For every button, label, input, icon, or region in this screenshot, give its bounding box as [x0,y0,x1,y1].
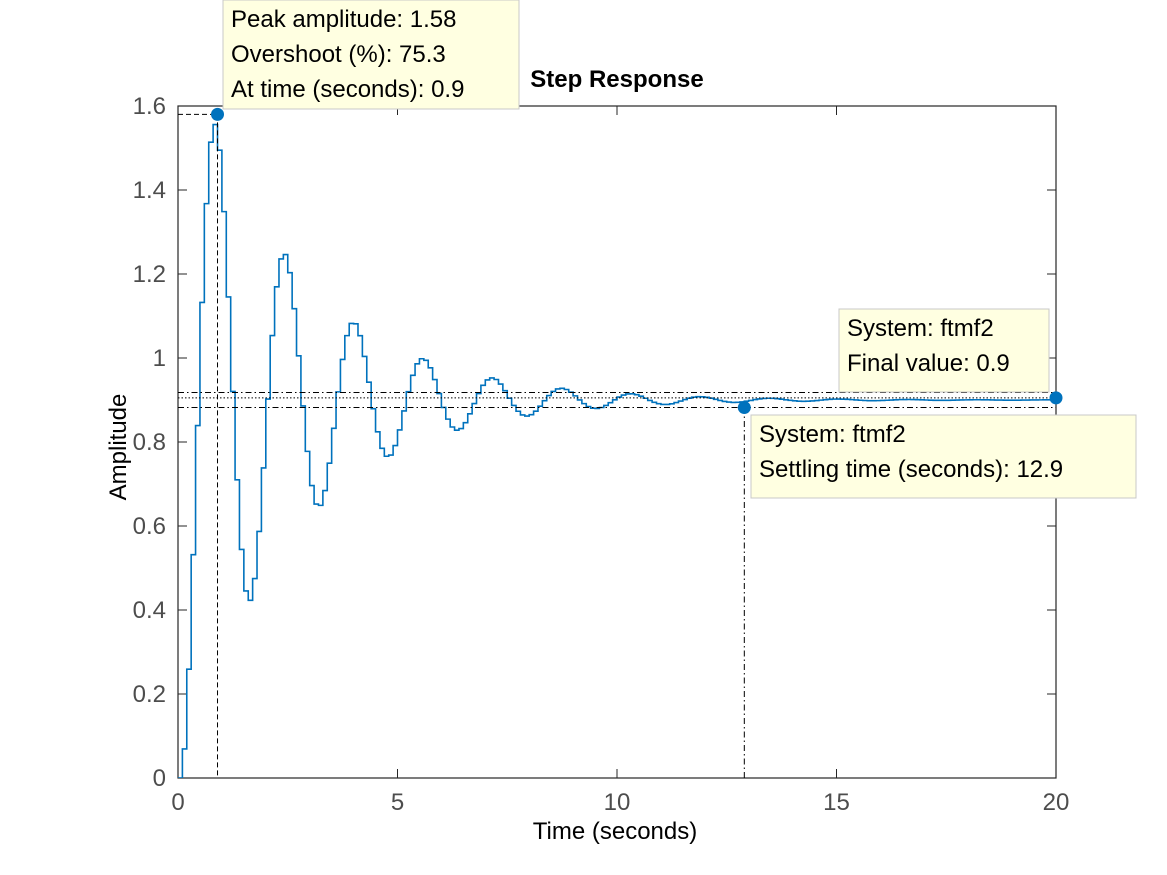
x-tick-label: 20 [1043,789,1070,816]
y-tick-label: 0.4 [133,597,166,624]
datatip-line: Settling time (seconds): 12.9 [759,456,1063,483]
x-tick-label: 0 [171,789,184,816]
response-line [178,123,1056,778]
x-axis-label: Time (seconds) [533,818,697,845]
y-axis-label: Amplitude [105,394,132,501]
datatip-peak[interactable]: Peak amplitude: 1.58 Overshoot (%): 75.3 A… [222,0,520,110]
x-tick-label: 15 [823,789,850,816]
y-tick-label: 0.2 [133,681,166,708]
x-tick-label: 10 [604,789,631,816]
y-tick-label: 0.8 [133,429,166,456]
y-tick-label: 1.6 [133,93,166,120]
datatip-line: Peak amplitude: 1.58 [231,6,456,33]
datatip-box [222,0,520,110]
datatip-line: Final value: 0.9 [847,350,1010,377]
datatip-final[interactable]: System: ftmf2 Final value: 0.9 [838,308,1050,393]
datatip-box [838,308,1050,393]
chart-title: Step Response [530,66,703,93]
x-tick-label: 5 [391,789,404,816]
tick-labels: 0 5 10 15 20 0 0.2 0.4 0.6 0.8 1 1.2 1.4 1.6 [133,93,1070,816]
datatip-settling[interactable]: System: ftmf2 Settling time (seconds): 12… [750,414,1137,499]
y-tick-label: 0.6 [133,513,166,540]
datatip-box [750,414,1137,499]
y-tick-label: 1 [153,345,166,372]
y-tick-label: 1.4 [133,177,166,204]
y-tick-label: 0 [153,765,166,792]
datatips: Peak amplitude: 1.58 Overshoot (%): 75.3 A… [211,0,1137,499]
datatip-marker-final[interactable] [1049,391,1063,405]
datatip-marker-settling[interactable] [737,401,751,415]
datatip-marker-peak[interactable] [211,107,225,121]
y-tick-label: 1.2 [133,261,166,288]
datatip-line: At time (seconds): 0.9 [231,76,464,103]
datatip-line: System: ftmf2 [847,315,994,342]
datatip-line: Overshoot (%): 75.3 [231,41,446,68]
datatip-line: System: ftmf2 [759,421,906,448]
